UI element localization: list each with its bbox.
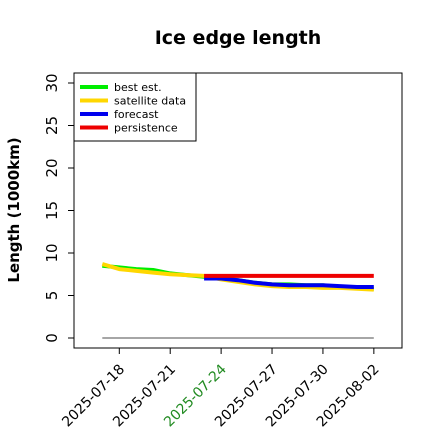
y-tick-label: 10 [43,243,61,262]
legend-label: best est. [114,81,162,94]
y-tick-label: 25 [43,116,61,135]
legend-label: forecast [114,108,159,121]
y-tick-label: 30 [43,73,61,92]
series-line-forecast [204,276,374,289]
y-axis-label: Length (1000km) [5,137,23,282]
x-axis: 2025-07-182025-07-212025-07-242025-07-27… [59,348,383,430]
series-layer [101,262,374,339]
y-axis: 0 5 10 15 20 25 30 [43,73,74,343]
y-tick-label: 20 [43,158,61,177]
legend-label: satellite data [114,95,186,108]
y-tick-label: 0 [43,333,61,343]
legend: best est.satellite dataforecastpersisten… [73,72,197,142]
legend-box [73,72,197,142]
legend-label: persistence [114,122,178,135]
y-tick-label: 15 [43,201,61,220]
y-tick-label: 5 [43,291,61,301]
chart-title: Ice edge length [155,27,322,49]
